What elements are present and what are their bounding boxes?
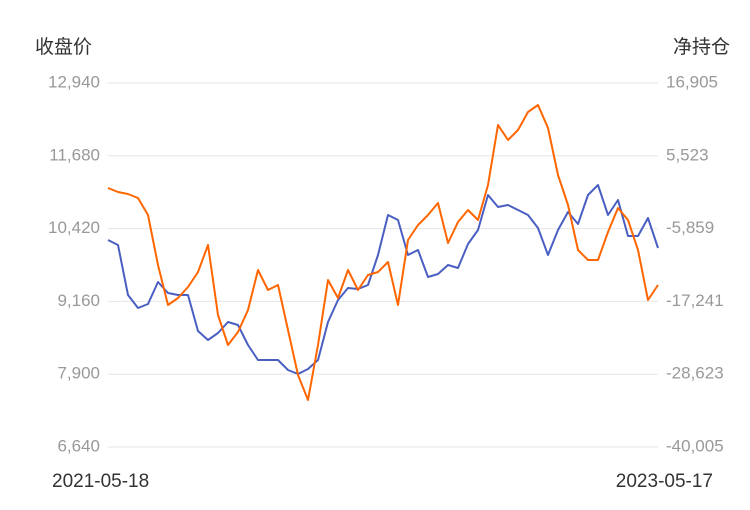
series-line [107,184,659,375]
y2-tick-label: 5,523 [666,145,709,164]
y2-tick-label: -5,859 [666,218,714,237]
x-tick-label: 2023-05-17 [616,471,713,492]
y2-tick-label: -40,005 [666,436,724,455]
y-tick-label: 12,940 [48,72,100,91]
y2-tick-label: -28,623 [666,364,724,383]
y-tick-label: 6,640 [57,436,100,455]
series-line [107,104,659,401]
x-tick-label: 2021-05-18 [52,471,149,492]
y2-axis-title: 净持仓 [673,36,730,58]
y-tick-label: 11,680 [49,145,100,164]
y2-tick-label: 16,905 [666,72,718,91]
y-tick-label: 10,420 [48,218,100,237]
y-tick-label: 7,900 [57,364,100,383]
y-tick-label: 9,160 [57,291,100,310]
y-axis-title: 收盘价 [35,36,92,58]
y2-tick-label: -17,241 [666,291,724,310]
